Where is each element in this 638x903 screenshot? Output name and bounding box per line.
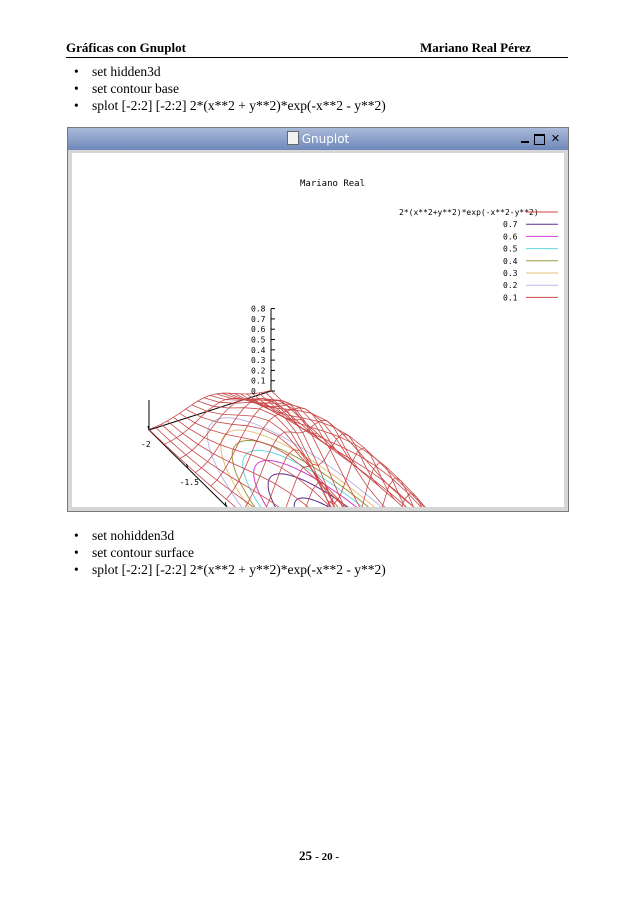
z-tick-label: 0.1: [251, 377, 266, 386]
maximize-button[interactable]: [533, 132, 546, 145]
command-list-2: set nohidden3d set contour surface splot…: [72, 527, 386, 578]
z-tick-label: 0.6: [251, 325, 266, 334]
x-tick: [186, 464, 189, 469]
z-tick-label: 0.8: [251, 305, 266, 314]
z-tick-label: 0.7: [251, 315, 266, 324]
contour-line: [206, 417, 523, 709]
z-tick-label: 0.2: [251, 366, 266, 375]
close-button[interactable]: ✕: [549, 132, 562, 145]
legend-label: 0.3: [503, 269, 518, 278]
legend-label: 0.1: [503, 293, 518, 302]
maximize-icon: [534, 134, 545, 145]
surface-mesh-line: [264, 391, 575, 698]
window-title: Gnuplot: [301, 132, 350, 146]
command-list-1: set hidden3d set contour base splot [-2:…: [72, 63, 386, 114]
legend-label: 0.5: [503, 245, 518, 254]
z-tick-label: 0.5: [251, 336, 266, 345]
list-item: set hidden3d: [72, 63, 386, 80]
x-tick-label: -2: [141, 440, 151, 449]
document-icon: [286, 131, 299, 145]
plot-title: Mariano Real: [300, 179, 365, 189]
minimize-icon: [520, 141, 529, 143]
legend-label: 0.4: [503, 257, 518, 266]
header-left: Gráficas con Gnuplot: [66, 40, 186, 55]
minimize-button[interactable]: [518, 132, 531, 145]
window-titlebar[interactable]: Gnuplot ✕: [68, 128, 568, 150]
list-item: set contour base: [72, 80, 386, 97]
list-item: set nohidden3d: [72, 527, 386, 544]
legend-label: 2*(x**2+y**2)*exp(-x**2-y**2): [399, 208, 539, 217]
z-tick-label: 0.3: [251, 356, 266, 365]
close-icon: ✕: [550, 132, 561, 145]
legend-label: 0.7: [503, 220, 518, 229]
list-item: set contour surface: [72, 544, 386, 561]
plot-canvas: 0.80.70.60.50.40.30.20.10-2-1.5-1-0.500.…: [72, 153, 593, 754]
z-tick-label: 0.4: [251, 346, 266, 355]
z-tick-label: 0: [251, 387, 256, 396]
page-number: 25 - 20 -: [298, 848, 340, 863]
surface-mesh-line: [270, 390, 581, 696]
header-divider: [66, 57, 568, 58]
header-right: Mariano Real Pérez: [420, 40, 531, 55]
list-item: splot [-2:2] [-2:2] 2*(x**2 + y**2)*exp(…: [72, 561, 386, 578]
gnuplot-window: Gnuplot ✕ 0.8 0.7 0.6 0.5 0.4 0.3 0.2 0.1 0 -2 -1.…: [67, 127, 593, 754]
x-tick-label: -1.5: [180, 478, 199, 487]
list-item: splot [-2:2] [-2:2] 2*(x**2 + y**2)*exp(…: [72, 97, 386, 114]
contour-line: [220, 429, 509, 697]
x-tick: [147, 425, 150, 431]
surface-plot: 0.80.70.60.50.40.30.20.10-2-1.5-1-0.500.…: [141, 179, 593, 754]
legend-label: 0.2: [503, 281, 518, 290]
surface-mesh-line: [234, 393, 544, 699]
legend-label: 0.6: [503, 232, 518, 241]
x-tick: [224, 502, 227, 507]
surface-mesh-line: [197, 400, 508, 707]
